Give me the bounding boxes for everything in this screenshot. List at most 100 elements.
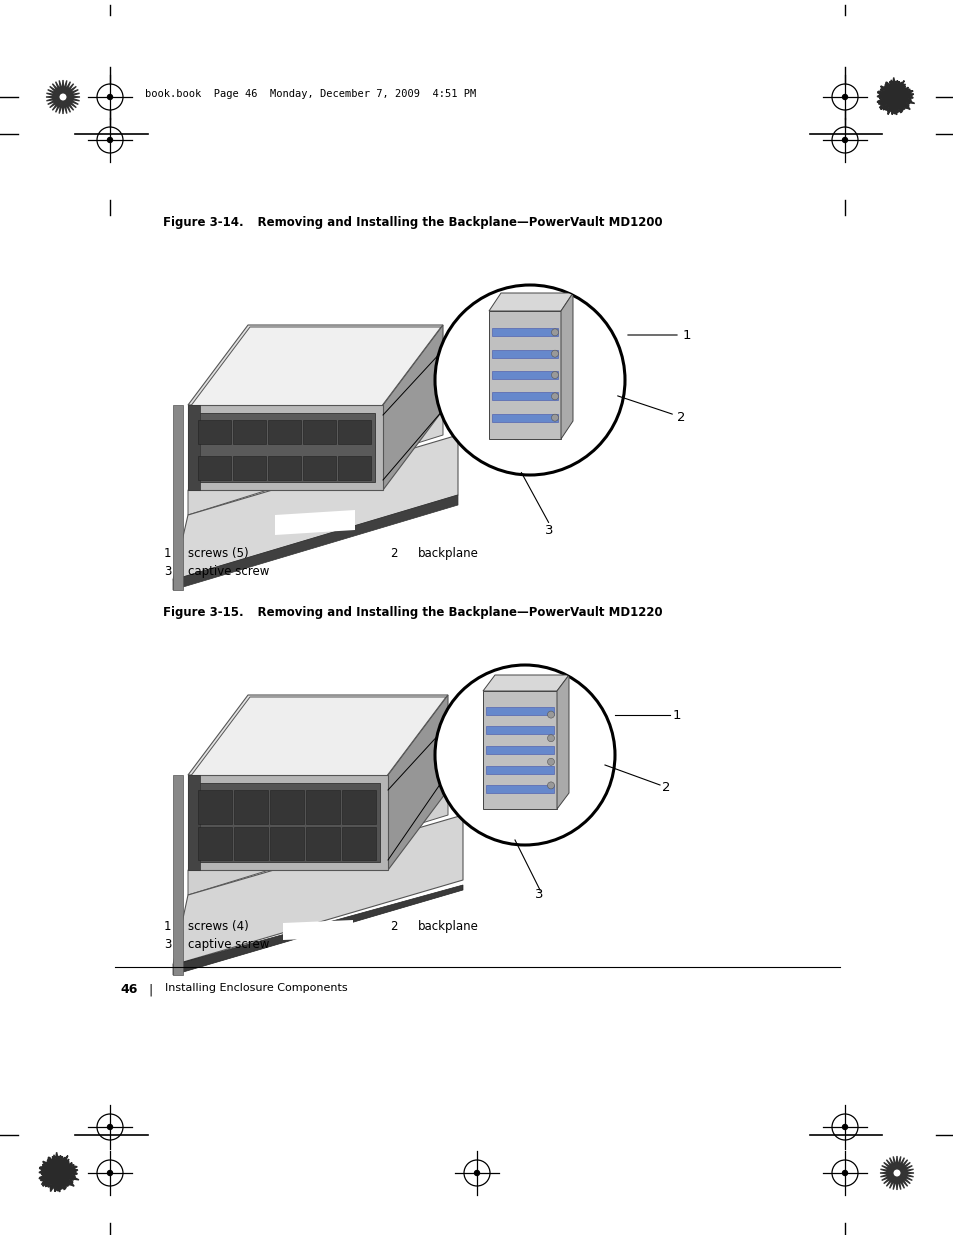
Polygon shape (198, 456, 231, 480)
Circle shape (551, 414, 558, 421)
Polygon shape (172, 405, 183, 590)
Polygon shape (492, 414, 558, 421)
Circle shape (435, 664, 615, 845)
Text: 1: 1 (164, 920, 172, 932)
Circle shape (435, 285, 624, 475)
Text: 2: 2 (390, 547, 397, 559)
Text: book.book  Page 46  Monday, December 7, 2009  4:51 PM: book.book Page 46 Monday, December 7, 20… (145, 89, 476, 99)
Polygon shape (303, 456, 335, 480)
Circle shape (893, 1170, 900, 1177)
Circle shape (547, 735, 554, 742)
Polygon shape (268, 420, 301, 445)
Polygon shape (188, 790, 448, 895)
Polygon shape (306, 826, 339, 860)
Circle shape (547, 711, 554, 718)
Polygon shape (879, 1156, 913, 1191)
Polygon shape (190, 697, 446, 777)
Polygon shape (489, 311, 560, 438)
Text: 1: 1 (672, 709, 680, 721)
Polygon shape (274, 510, 355, 535)
Polygon shape (172, 885, 462, 974)
Text: 2: 2 (677, 410, 685, 424)
Polygon shape (188, 410, 442, 515)
Polygon shape (482, 692, 557, 809)
Polygon shape (198, 790, 232, 824)
Polygon shape (172, 776, 183, 974)
Polygon shape (172, 815, 462, 965)
Text: 3: 3 (164, 939, 172, 951)
Text: Removing and Installing the Backplane—PowerVault MD1220: Removing and Installing the Backplane—Po… (241, 605, 662, 619)
Polygon shape (190, 327, 440, 408)
Polygon shape (39, 1152, 79, 1192)
Polygon shape (303, 420, 335, 445)
Polygon shape (341, 790, 375, 824)
Circle shape (841, 1125, 846, 1130)
Polygon shape (485, 766, 554, 773)
Text: 1: 1 (164, 547, 172, 559)
Polygon shape (557, 676, 568, 809)
Polygon shape (195, 412, 375, 482)
Circle shape (59, 94, 67, 100)
Polygon shape (341, 826, 375, 860)
Polygon shape (337, 456, 371, 480)
Text: 1: 1 (682, 329, 691, 342)
Circle shape (551, 372, 558, 378)
Polygon shape (270, 790, 304, 824)
Polygon shape (337, 420, 371, 445)
Text: 3: 3 (544, 524, 553, 536)
Polygon shape (283, 920, 353, 940)
Polygon shape (188, 776, 200, 869)
Polygon shape (485, 746, 554, 755)
Polygon shape (233, 456, 266, 480)
Polygon shape (198, 420, 231, 445)
Text: |: | (148, 983, 152, 995)
Polygon shape (482, 676, 568, 692)
Text: captive screw: captive screw (188, 939, 269, 951)
Polygon shape (492, 350, 558, 358)
Polygon shape (492, 393, 558, 400)
Circle shape (551, 329, 558, 336)
Polygon shape (388, 695, 448, 869)
Circle shape (841, 137, 846, 142)
Polygon shape (306, 790, 339, 824)
Polygon shape (270, 826, 304, 860)
Circle shape (551, 351, 558, 357)
Polygon shape (560, 293, 573, 438)
Circle shape (108, 95, 112, 100)
Polygon shape (485, 785, 554, 793)
Polygon shape (188, 405, 200, 490)
Polygon shape (485, 706, 554, 715)
Polygon shape (172, 435, 457, 580)
Text: 46: 46 (120, 983, 137, 995)
Polygon shape (492, 370, 558, 379)
Polygon shape (188, 405, 382, 490)
Polygon shape (876, 78, 914, 115)
Circle shape (108, 1125, 112, 1130)
Polygon shape (492, 329, 558, 336)
Circle shape (474, 1171, 479, 1176)
Circle shape (547, 758, 554, 766)
Text: Removing and Installing the Backplane—PowerVault MD1200: Removing and Installing the Backplane—Po… (241, 215, 662, 228)
Polygon shape (382, 325, 442, 490)
Text: screws (4): screws (4) (188, 920, 249, 932)
Text: 3: 3 (164, 564, 172, 578)
Polygon shape (485, 726, 554, 735)
Circle shape (841, 95, 846, 100)
Text: 2: 2 (661, 781, 670, 794)
Polygon shape (233, 790, 268, 824)
Text: Figure 3-14.: Figure 3-14. (163, 215, 243, 228)
Polygon shape (198, 826, 232, 860)
Circle shape (551, 393, 558, 400)
Polygon shape (46, 80, 80, 114)
Text: backplane: backplane (417, 547, 478, 559)
Circle shape (547, 782, 554, 789)
Polygon shape (172, 495, 457, 590)
Polygon shape (233, 420, 266, 445)
Polygon shape (195, 783, 379, 862)
Text: Figure 3-15.: Figure 3-15. (163, 605, 243, 619)
Polygon shape (489, 293, 573, 311)
Circle shape (108, 137, 112, 142)
Polygon shape (188, 695, 448, 776)
Polygon shape (188, 776, 388, 869)
Circle shape (841, 1171, 846, 1176)
